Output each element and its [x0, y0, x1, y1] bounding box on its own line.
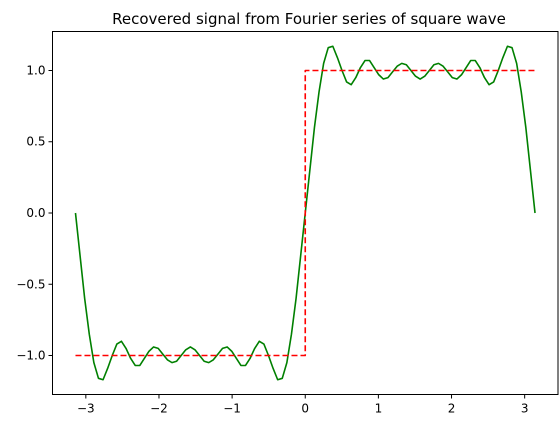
x-tick-label-3: 0	[301, 402, 309, 416]
x-tick-label-4: 1	[375, 402, 383, 416]
x-axis: −3 −2 −1 0 1 2 3	[77, 394, 529, 416]
y-axis: −1.0 −0.5 0.0 0.5 1.0	[16, 63, 53, 363]
x-tick-label-6: 3	[521, 402, 529, 416]
x-tick-label-0: −3	[77, 402, 95, 416]
x-tick-label-1: −2	[150, 402, 168, 416]
chart-title: Recovered signal from Fourier series of …	[112, 10, 506, 28]
plot-area	[74, 45, 536, 381]
y-tick-label-4: 1.0	[26, 63, 45, 77]
x-tick-label-2: −1	[223, 402, 241, 416]
y-tick-label-1: −0.5	[16, 277, 45, 291]
series-line-2	[75, 69, 536, 357]
y-tick-label-3: 0.5	[26, 135, 45, 149]
axes-frame	[52, 31, 559, 395]
x-tick-label-5: 2	[448, 402, 456, 416]
y-tick-label-0: −1.0	[16, 349, 45, 363]
y-tick-label-2: 0.0	[26, 206, 45, 220]
